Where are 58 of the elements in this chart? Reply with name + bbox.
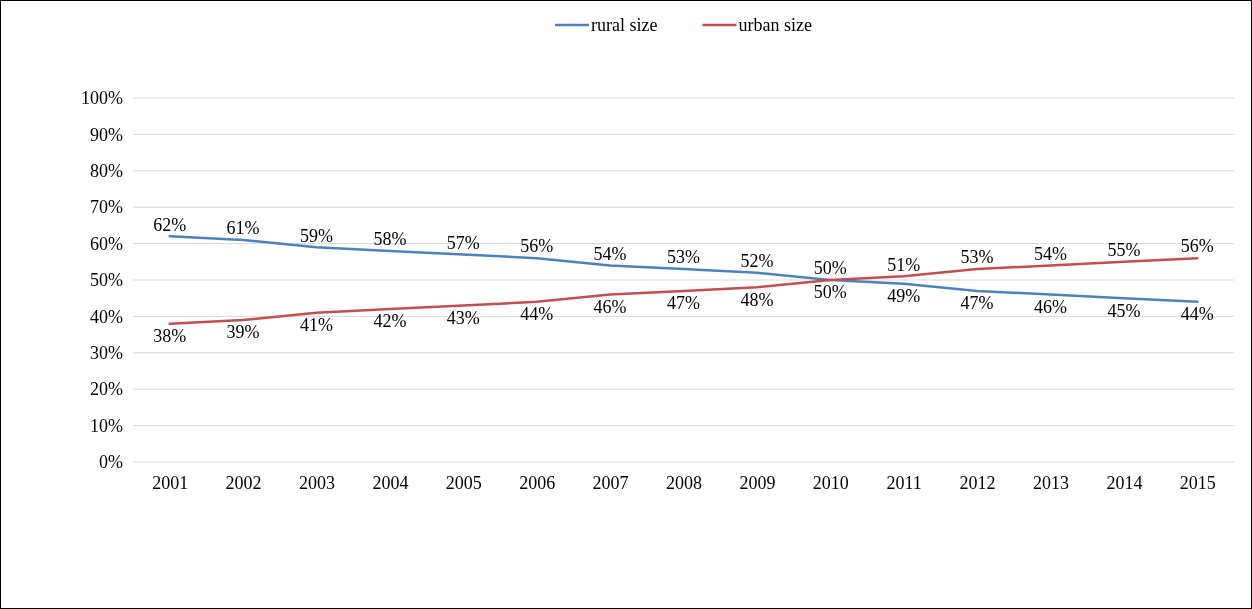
data-label: 55% [1107, 240, 1141, 261]
data-label: 39% [226, 322, 260, 343]
x-tick-label: 2013 [1033, 472, 1069, 493]
data-label: 56% [1180, 236, 1214, 257]
y-tick-label: 10% [90, 415, 123, 436]
data-label: 46% [593, 296, 627, 317]
data-label: 58% [373, 229, 407, 250]
y-tick-label: 50% [90, 270, 123, 291]
y-tick-label: 90% [90, 124, 123, 145]
data-label: 38% [153, 325, 187, 346]
data-label: 54% [1034, 243, 1067, 264]
data-label: 54% [593, 243, 627, 264]
x-tick-label: 2001 [152, 472, 189, 493]
data-label: 52% [740, 251, 774, 272]
data-label: 53% [667, 247, 700, 268]
x-tick-label: 2003 [299, 472, 335, 493]
x-tick-label: 2010 [812, 472, 849, 493]
data-label: 56% [520, 236, 554, 257]
y-tick-label: 30% [90, 343, 123, 364]
data-label: 47% [667, 293, 700, 314]
data-label: 50% [813, 282, 847, 303]
x-tick-label: 2007 [592, 472, 629, 493]
x-tick-label: 2004 [372, 472, 409, 493]
y-tick-label: 40% [90, 306, 123, 327]
x-tick-label: 2008 [666, 472, 702, 493]
x-tick-label: 2015 [1179, 472, 1216, 493]
data-label: 61% [226, 218, 260, 239]
x-tick-label: 2009 [739, 472, 776, 493]
x-tick-label: 2014 [1106, 472, 1143, 493]
y-tick-label: 70% [90, 197, 123, 218]
data-label: 43% [446, 307, 480, 328]
data-label: 51% [887, 254, 921, 275]
data-label: 44% [520, 304, 554, 325]
data-label: 48% [740, 289, 774, 310]
data-label: 50% [813, 258, 847, 279]
data-label: 44% [1180, 304, 1214, 325]
data-label: 47% [960, 293, 994, 314]
x-tick-label: 2002 [225, 472, 262, 493]
data-label: 62% [153, 214, 187, 235]
y-tick-label: 60% [90, 233, 123, 254]
y-tick-label: 0% [99, 452, 123, 473]
x-tick-label: 2006 [519, 472, 556, 493]
data-label: 59% [300, 225, 333, 246]
data-label: 46% [1034, 296, 1067, 317]
data-label: 45% [1107, 300, 1141, 321]
x-tick-label: 2005 [445, 472, 482, 493]
y-tick-label: 100% [81, 88, 123, 109]
y-tick-label: 80% [90, 161, 123, 182]
data-label: 42% [373, 311, 407, 332]
legend-label: rural size [591, 15, 658, 36]
x-tick-label: 2011 [886, 472, 922, 493]
data-label: 53% [960, 247, 994, 268]
data-label: 57% [446, 232, 480, 253]
y-tick-label: 20% [90, 379, 123, 400]
data-label: 49% [887, 285, 921, 306]
x-tick-label: 2012 [959, 472, 996, 493]
data-label: 41% [300, 315, 333, 336]
legend-label: urban size [738, 15, 812, 36]
